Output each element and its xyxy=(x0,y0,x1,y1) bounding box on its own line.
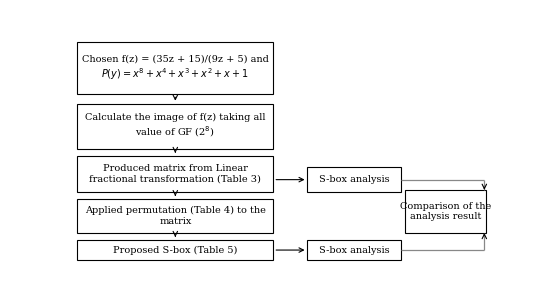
Bar xyxy=(77,104,273,149)
Bar xyxy=(77,240,273,260)
Text: Proposed S-box (Table 5): Proposed S-box (Table 5) xyxy=(113,245,238,255)
Text: S-box analysis: S-box analysis xyxy=(319,175,389,184)
Text: Calculate the image of f(z) taking all
value of GF (2$^8$): Calculate the image of f(z) taking all v… xyxy=(85,113,266,139)
Bar xyxy=(77,42,273,94)
Text: Applied permutation (Table 4) to the
matrix: Applied permutation (Table 4) to the mat… xyxy=(85,206,266,226)
Bar xyxy=(77,199,273,233)
Bar xyxy=(307,240,402,260)
Bar xyxy=(77,156,273,192)
Text: S-box analysis: S-box analysis xyxy=(319,245,389,255)
Text: Produced matrix from Linear
fractional transformation (Table 3): Produced matrix from Linear fractional t… xyxy=(89,164,261,184)
Bar xyxy=(307,167,402,192)
Bar xyxy=(405,190,487,233)
Text: Comparison of the
analysis result: Comparison of the analysis result xyxy=(400,202,492,221)
Text: Chosen f(z) = (35z + 15)/(9z + 5) and
$P(y) = x^8 + x^4 + x^3 + x^2 + x + 1$: Chosen f(z) = (35z + 15)/(9z + 5) and $P… xyxy=(82,55,269,82)
